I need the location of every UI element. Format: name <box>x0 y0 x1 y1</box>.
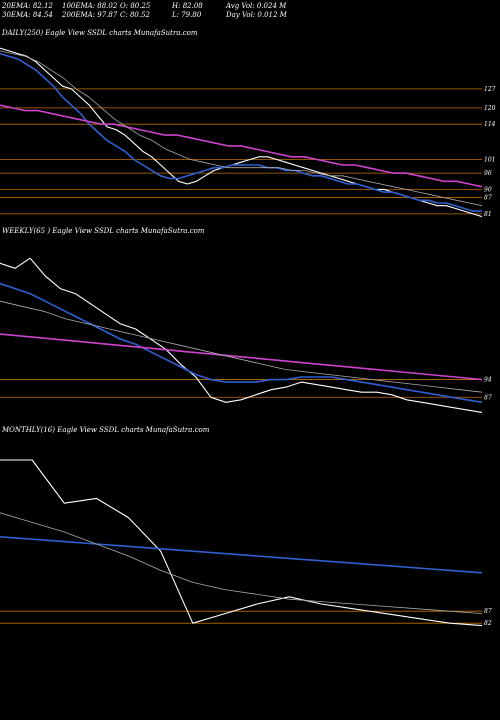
header-close: C: 80.52 <box>120 11 150 19</box>
header-ema20: 20EMA: 82.12 <box>2 2 53 10</box>
monthly-series-line-2 <box>0 512 483 614</box>
daily-tick-label: 90 <box>484 186 492 193</box>
weekly-series-line-0 <box>0 257 483 413</box>
monthly-tick-label: 82 <box>484 620 492 627</box>
daily-tick-label: 96 <box>484 170 492 177</box>
header-ema100: 100EMA: 88.02 <box>62 2 118 10</box>
monthly-panel-label: MONTHLY(16) Eagle View SSDL charts Munaf… <box>2 426 210 434</box>
daily-tick-label: 114 <box>484 121 496 128</box>
daily-series-line-1 <box>0 52 482 212</box>
daily-tick-label: 127 <box>484 86 496 93</box>
daily-tick-label: 81 <box>484 211 492 218</box>
monthly-tick-label: 87 <box>484 608 492 615</box>
header-high: H: 82.08 <box>172 2 203 10</box>
weekly-tick-label: 87 <box>484 394 492 401</box>
header-low: L: 79.80 <box>172 11 202 19</box>
header-avg-vol: Avg Vol: 0.024 M <box>226 2 287 10</box>
daily-series-line-0 <box>0 47 483 218</box>
weekly-series-line-1 <box>0 282 483 404</box>
header-day-vol: Day Vol: 0.012 M <box>226 11 287 19</box>
daily-series-line-3 <box>0 50 483 207</box>
daily-tick-label: 120 <box>484 105 496 112</box>
daily-panel-label: DAILY(250) Eagle View SSDL charts Munafa… <box>2 29 198 37</box>
daily-tick-label: 87 <box>484 195 492 202</box>
header-ema200: 200EMA: 97.87 <box>62 11 118 19</box>
daily-tick-label: 101 <box>484 157 495 164</box>
header-open: O: 80.25 <box>120 2 151 10</box>
daily-series-line-2 <box>0 104 483 188</box>
weekly-panel-label: WEEKLY(65 ) Eagle View SSDL charts Munaf… <box>2 227 205 235</box>
weekly-tick-label: 94 <box>484 377 492 384</box>
monthly-series-line-1 <box>0 536 483 574</box>
monthly-series-line-0 <box>0 459 483 627</box>
weekly-series-line-3 <box>0 300 483 393</box>
header-ema30: 30EMA: 84.54 <box>2 11 53 19</box>
weekly-series-line-2 <box>0 333 483 381</box>
